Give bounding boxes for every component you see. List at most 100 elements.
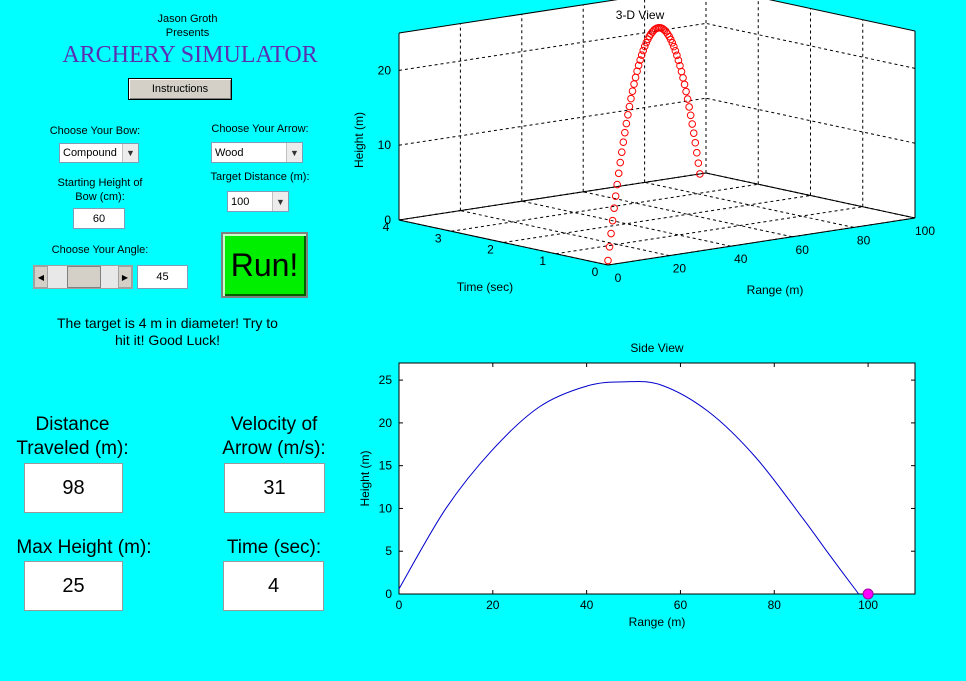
y-tick-label: 1 (539, 254, 546, 268)
y-tick-label: 3 (435, 231, 442, 245)
grid-line (398, 97, 707, 146)
axis-line (705, 172, 916, 219)
distance-value: 98 (24, 463, 123, 513)
trajectory-point (627, 94, 635, 103)
height-label-line1: Starting Height of (57, 177, 143, 189)
target-message: The target is 4 m in diameter! Try to hi… (20, 315, 315, 349)
x-tick-label: 80 (857, 233, 871, 247)
y-tick-label: 0 (592, 265, 599, 279)
x-tick-label: 0 (396, 598, 403, 612)
target-message-line1: The target is 4 m in diameter! Try to (57, 315, 278, 331)
x-tick-label: 20 (486, 598, 500, 612)
bow-select[interactable]: Compound ▼ (59, 143, 139, 163)
z-tick-label: 0 (384, 213, 391, 227)
height-input[interactable]: 60 (73, 208, 125, 229)
trajectory-point (613, 180, 621, 189)
y-axis-label: Time (sec) (457, 280, 513, 294)
trajectory-point (621, 128, 629, 137)
trajectory-point (694, 159, 703, 167)
run-button[interactable]: Run! (221, 232, 308, 298)
y-tick-label: 20 (379, 416, 393, 430)
trajectory-point (639, 46, 648, 55)
bow-label: Choose Your Bow: (49, 125, 141, 137)
time-label: Time (sec): (226, 537, 322, 558)
trajectory-point (673, 51, 681, 60)
trajectory-point (688, 120, 697, 128)
x-tick-label: 60 (796, 243, 810, 257)
trajectory-point (607, 229, 615, 238)
max-height-value: 25 (24, 561, 123, 611)
arrow-select[interactable]: Wood ▼ (211, 142, 303, 163)
target-distance-label: Target Distance (m): (210, 171, 310, 183)
trajectory-point (671, 46, 680, 55)
trajectory-point (614, 169, 623, 178)
trajectory-point (608, 216, 617, 225)
app-title: ARCHERY SIMULATOR (62, 42, 318, 68)
velocity-value: 31 (224, 463, 325, 513)
grid-line (503, 195, 811, 243)
distance-label: Distance Traveled (m): (0, 413, 145, 461)
x-tick-label: 20 (673, 262, 687, 276)
bow-select-value: Compound (63, 147, 117, 159)
target-distance-select[interactable]: 100 ▼ (227, 191, 289, 212)
grid-line (451, 183, 759, 232)
trajectory-point (622, 119, 631, 128)
angle-input[interactable]: 45 (137, 265, 188, 289)
trajectory-point (670, 42, 678, 51)
trajectory-point (636, 56, 644, 64)
arrow-label: Choose Your Arrow: (211, 123, 309, 135)
height-label: Starting Height of Bow (cm): (45, 176, 155, 204)
trajectory-point (682, 87, 690, 96)
velocity-label: Velocity of Arrow (m/s): (205, 413, 343, 461)
instructions-button[interactable]: Instructions (128, 78, 232, 100)
trajectory-point (611, 192, 620, 200)
slider-left-arrow-icon[interactable]: ◀ (34, 266, 48, 288)
axis-line (607, 217, 916, 266)
x-tick-label: 60 (674, 598, 688, 612)
chevron-down-icon[interactable]: ▼ (286, 143, 302, 162)
chart-title: Side View (630, 341, 683, 355)
trajectory-point (634, 61, 643, 70)
x-tick-label: 0 (615, 271, 622, 285)
trajectory-point (624, 111, 632, 119)
chart-side-view: Side View 0 20 40 60 80 100 0 5 10 15 20 25 Range (m)… (358, 341, 916, 629)
trajectory-point (619, 138, 628, 146)
arrow-select-value: Wood (215, 146, 244, 159)
trajectory-point (605, 243, 614, 251)
trajectory-point (628, 87, 637, 95)
x-axis-label: Range (m) (629, 615, 686, 629)
trajectory-point (683, 95, 692, 103)
angle-slider[interactable]: ◀ ▶ (33, 265, 133, 289)
chevron-down-icon[interactable]: ▼ (272, 192, 288, 211)
trajectory-point (616, 158, 625, 167)
trajectory-point (637, 51, 646, 59)
plot-area (398, 362, 916, 595)
x-tick-label: 40 (580, 598, 594, 612)
z-axis-label: Height (m) (352, 112, 366, 168)
slider-right-arrow-icon[interactable]: ▶ (118, 266, 132, 288)
chevron-down-icon[interactable]: ▼ (122, 144, 138, 162)
x-axis-label: Range (m) (747, 283, 804, 297)
trajectory-point (674, 56, 683, 65)
target-marker (862, 588, 874, 600)
back-wall-pane (399, 0, 706, 220)
velocity-label-line1: Velocity of (230, 414, 318, 435)
y-tick-label: 0 (385, 587, 392, 601)
axis-line (768, 0, 916, 32)
axis-line (398, 0, 618, 34)
x-tick-label: 80 (768, 598, 782, 612)
distance-label-line2: Traveled (m): (16, 438, 129, 459)
height-label-line2: Bow (cm): (75, 191, 125, 203)
y-tick-label: 2 (487, 243, 494, 257)
floor-pane (399, 173, 915, 265)
axis-line (398, 219, 609, 266)
grid-line (555, 206, 863, 255)
presenter-credit: Jason Groth Presents (120, 12, 255, 40)
slider-thumb[interactable] (67, 266, 101, 288)
y-tick-label: 10 (379, 501, 393, 515)
z-tick-label: 20 (378, 63, 392, 77)
z-tick-label: 10 (378, 138, 392, 152)
presenter-name: Jason Groth (157, 13, 218, 25)
trajectory-point (640, 42, 649, 51)
